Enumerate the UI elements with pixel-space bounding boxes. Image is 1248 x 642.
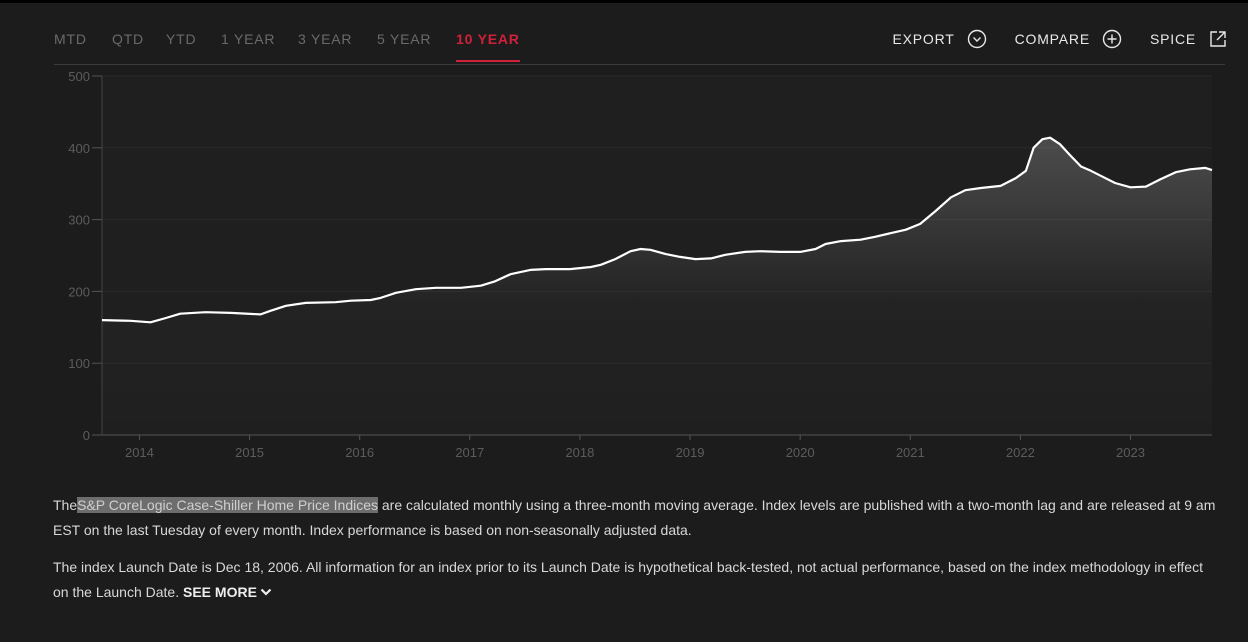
x-tick-label: 2023 <box>1116 445 1145 460</box>
chart: 0 100 200 300 400 500 2014 2015 2016 2017 2018 2019… <box>68 69 1213 460</box>
period-tab[interactable]: MTD <box>54 31 87 47</box>
paragraph: The index Launch Date is Dec 18, 2006. A… <box>53 555 1218 605</box>
y-tick-label: 100 <box>68 356 90 371</box>
compare-button[interactable]: COMPARE <box>1015 29 1122 49</box>
y-tick-label: 500 <box>68 69 90 84</box>
x-tick-label: 2019 <box>676 445 705 460</box>
x-tick-label: 2015 <box>235 445 264 460</box>
export-label: EXPORT <box>892 31 955 47</box>
y-tick-label: 400 <box>68 141 90 156</box>
highlighted-text: S&P CoreLogic Case-Shiller Home Price In… <box>77 497 378 513</box>
x-tick-label: 2020 <box>786 445 815 460</box>
text: are calculated monthly using a three-mon… <box>53 497 1216 538</box>
spice-button[interactable]: SPICE <box>1150 29 1228 49</box>
spice-label: SPICE <box>1149 31 1196 47</box>
x-tick-label: 2016 <box>345 445 374 460</box>
text: The <box>53 497 78 513</box>
y-tick-label: 0 <box>83 428 90 443</box>
export-icon <box>967 29 986 49</box>
period-tab[interactable]: YTD <box>166 31 197 47</box>
compare-label: COMPARE <box>1014 31 1090 47</box>
line <box>101 136 1213 324</box>
description: TheS&P CoreLogic Case-Shiller Home Price… <box>53 493 1218 617</box>
see-more-label: SEE MORE <box>183 584 257 600</box>
actions: EXPORT COMPARE SPICE <box>893 29 1229 49</box>
page: MTD QTD YTD 1 YEAR 3 YEAR 5 YEAR 10 YEAR EXPOR… <box>0 3 1248 642</box>
compare-icon <box>1102 29 1122 49</box>
external-link-icon <box>1210 31 1226 47</box>
period-tab[interactable]: QTD <box>112 31 144 47</box>
period-tab[interactable]: 5 YEAR <box>377 31 432 47</box>
divider <box>54 64 1225 65</box>
text: The index Launch Date is Dec 18, 2006. A… <box>53 559 1203 600</box>
chevron-icon <box>260 588 272 596</box>
period-tab[interactable]: 3 YEAR <box>298 31 353 47</box>
y-tick-label: 300 <box>68 213 90 228</box>
y-tick-label: 200 <box>68 284 90 299</box>
period-tab[interactable]: 10 YEAR <box>456 31 520 62</box>
see-more-link[interactable]: SEE MORE <box>183 584 272 600</box>
x-tick-label: 2018 <box>565 445 594 460</box>
x-tick-label: 2014 <box>125 445 154 460</box>
paragraph: TheS&P CoreLogic Case-Shiller Home Price… <box>53 493 1218 543</box>
period-tab[interactable]: 1 YEAR <box>221 31 276 47</box>
x-tick-label: 2022 <box>1006 445 1035 460</box>
export-button[interactable]: EXPORT <box>893 29 987 49</box>
x-tick-label: 2021 <box>896 445 925 460</box>
x-tick-label: 2017 <box>455 445 484 460</box>
